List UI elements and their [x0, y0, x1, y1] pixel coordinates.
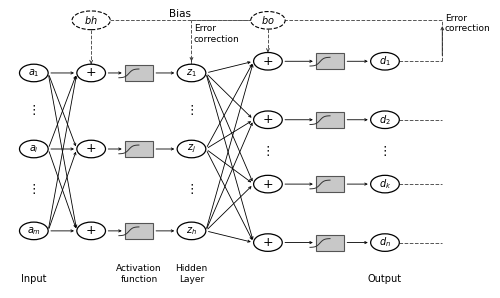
Bar — [316, 53, 344, 69]
Text: $a_1$: $a_1$ — [28, 67, 40, 79]
Text: $d_1$: $d_1$ — [379, 54, 391, 68]
Text: $bh$: $bh$ — [84, 14, 98, 26]
Bar — [316, 176, 344, 192]
Text: +: + — [262, 55, 273, 68]
Bar — [124, 141, 154, 157]
Text: +: + — [262, 178, 273, 191]
Text: ⋮: ⋮ — [378, 145, 391, 159]
Circle shape — [177, 140, 206, 158]
Circle shape — [20, 222, 48, 240]
Text: Error
correction: Error correction — [444, 13, 490, 33]
Text: +: + — [86, 224, 97, 238]
Text: +: + — [86, 142, 97, 156]
Text: +: + — [262, 236, 273, 249]
Circle shape — [370, 111, 400, 128]
Circle shape — [177, 64, 206, 82]
Circle shape — [77, 140, 106, 158]
Circle shape — [254, 175, 282, 193]
Text: $z_1$: $z_1$ — [186, 67, 197, 79]
Text: Output: Output — [368, 274, 402, 283]
Text: $d_2$: $d_2$ — [379, 113, 391, 127]
Bar — [124, 223, 154, 239]
Ellipse shape — [250, 12, 285, 29]
Circle shape — [20, 140, 48, 158]
Text: ⋮: ⋮ — [185, 184, 198, 196]
Text: ⋮: ⋮ — [28, 184, 40, 196]
Text: $bo$: $bo$ — [261, 14, 275, 26]
Circle shape — [254, 111, 282, 128]
Circle shape — [20, 64, 48, 82]
Text: Hidden
Layer: Hidden Layer — [176, 264, 208, 283]
Text: ⋮: ⋮ — [185, 105, 198, 117]
Circle shape — [177, 222, 206, 240]
Circle shape — [370, 234, 400, 251]
Bar — [316, 235, 344, 251]
Circle shape — [370, 175, 400, 193]
Text: +: + — [86, 66, 97, 80]
Bar — [316, 112, 344, 128]
Text: $a_i$: $a_i$ — [29, 143, 38, 155]
Text: $z_j$: $z_j$ — [187, 143, 196, 155]
Text: Activation
function: Activation function — [116, 264, 162, 283]
Circle shape — [77, 64, 106, 82]
Text: $a_m$: $a_m$ — [27, 225, 41, 237]
Circle shape — [77, 222, 106, 240]
Text: ⋮: ⋮ — [262, 145, 274, 159]
Text: $z_h$: $z_h$ — [186, 225, 197, 237]
Bar — [124, 65, 154, 81]
Text: ⋮: ⋮ — [28, 105, 40, 117]
Text: $d_k$: $d_k$ — [379, 177, 391, 191]
Text: $d_n$: $d_n$ — [379, 236, 391, 249]
Circle shape — [370, 52, 400, 70]
Text: Error
correction: Error correction — [194, 24, 240, 44]
Text: Input: Input — [21, 274, 46, 283]
Circle shape — [254, 234, 282, 251]
Text: +: + — [262, 113, 273, 126]
Ellipse shape — [72, 11, 110, 30]
Circle shape — [254, 52, 282, 70]
Text: Bias: Bias — [168, 9, 190, 19]
